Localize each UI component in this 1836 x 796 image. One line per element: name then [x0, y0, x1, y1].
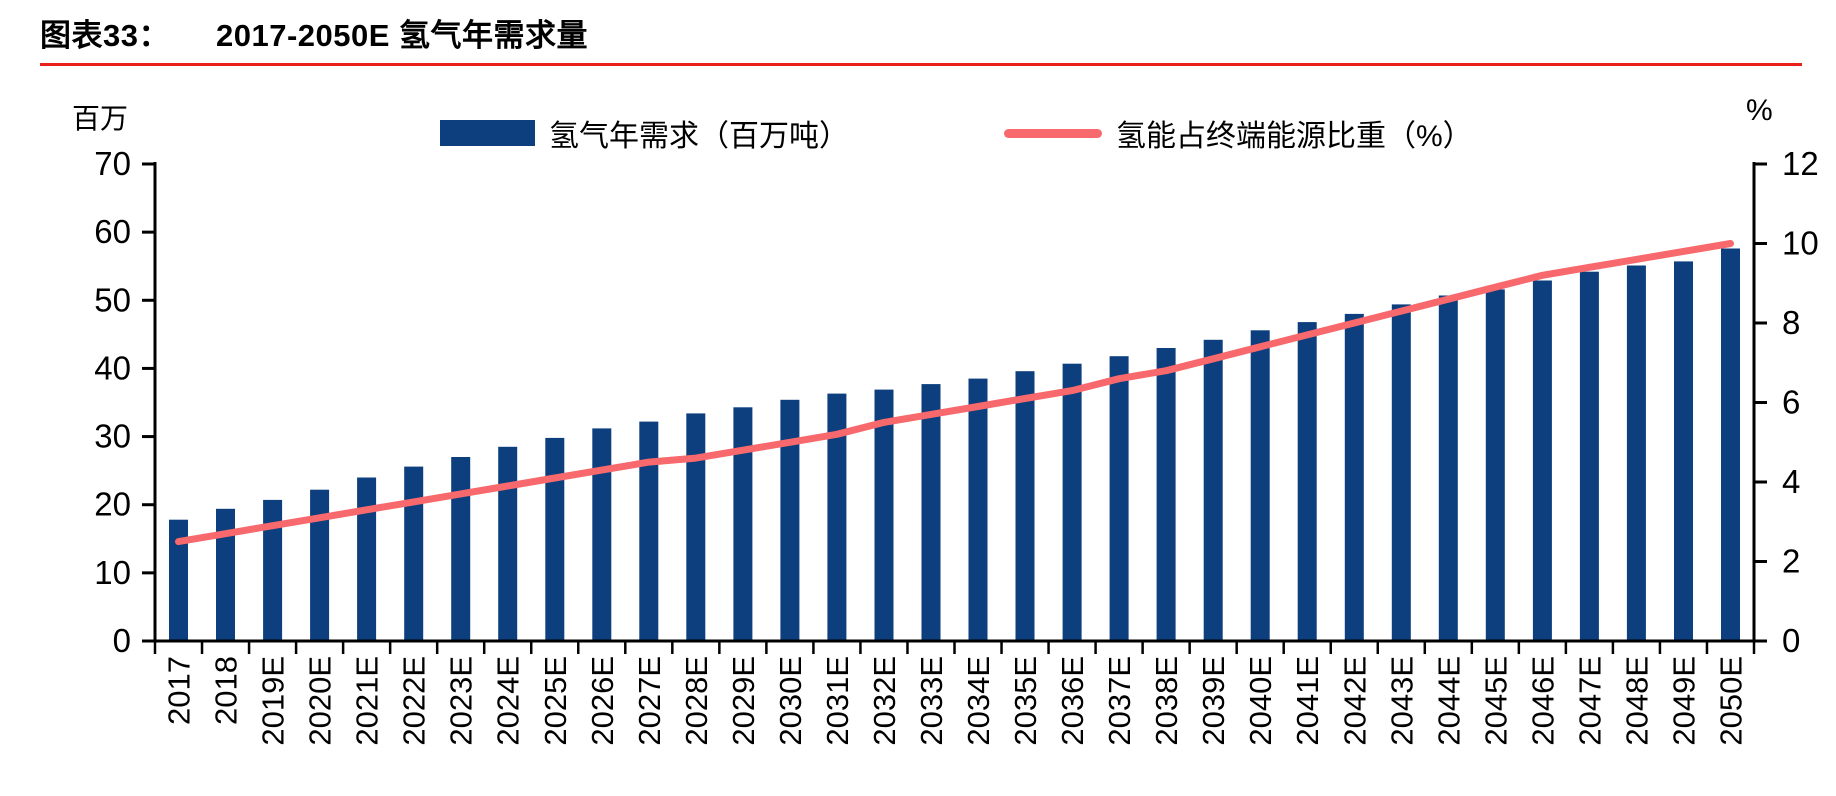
bar-2027E [639, 421, 659, 641]
left-axis-tick-label: 20 [94, 486, 131, 523]
bar-2050E [1721, 248, 1740, 641]
x-axis-label-2041E: 2041E [1290, 656, 1325, 746]
x-axis-label-2034E: 2034E [961, 656, 996, 746]
x-axis-label-2048E: 2048E [1619, 656, 1654, 746]
x-axis-label-2017: 2017 [162, 656, 197, 725]
bar-2019E [263, 499, 283, 641]
left-axis-tick-label: 50 [94, 281, 131, 318]
line-series-swatch [1004, 128, 1102, 138]
x-axis-label-2022E: 2022E [397, 656, 432, 746]
line-series-path [175, 240, 1734, 546]
bar-2035E [1015, 371, 1035, 641]
x-axis-label-2018: 2018 [209, 656, 244, 725]
x-axis-label-2043E: 2043E [1384, 656, 1419, 746]
bar-2048E [1626, 265, 1646, 641]
bar-2041E [1297, 322, 1317, 641]
bar-2047E [1579, 271, 1599, 641]
right-axis-tick-label: 2 [1782, 543, 1800, 580]
x-axis-label-2036E: 2036E [1055, 656, 1090, 746]
legend-item-bar-series: 氢气年需求（百万吨） [440, 116, 849, 153]
x-axis-label-2044E: 2044E [1431, 656, 1466, 746]
x-axis-label-2025E: 2025E [538, 656, 573, 746]
x-axis-label-2047E: 2047E [1572, 656, 1607, 746]
left-axis-tick-label: 40 [94, 349, 131, 386]
bar-2042E [1344, 313, 1364, 641]
bar-2029E [733, 407, 753, 641]
bar-2046E [1532, 280, 1552, 641]
x-axis-label-2050E: 2050E [1714, 656, 1749, 746]
bar-2038E [1156, 348, 1176, 641]
x-axis-label-2042E: 2042E [1337, 656, 1372, 746]
bar-series-swatch [440, 120, 535, 146]
bar-2022E [404, 466, 424, 641]
left-axis-tick-label: 60 [94, 213, 131, 250]
x-axis-label-2039E: 2039E [1196, 656, 1231, 746]
bar-2045E [1485, 289, 1505, 641]
right-axis-tick-label: 0 [1782, 622, 1800, 659]
x-axis-label-2037E: 2037E [1102, 656, 1137, 746]
x-axis-label-2020E: 2020E [303, 656, 338, 746]
right-axis-tick-label: 6 [1782, 384, 1800, 421]
bar-2020E [310, 489, 330, 641]
right-axis-unit-label: % [1746, 94, 1773, 127]
x-axis-label-2046E: 2046E [1525, 656, 1560, 746]
bar-2039E [1203, 339, 1223, 641]
x-axis-label-2021E: 2021E [350, 656, 385, 746]
bar-2026E [592, 428, 612, 641]
x-axis-label-2030E: 2030E [773, 656, 808, 746]
bar-2037E [1109, 356, 1129, 641]
x-axis-label-2031E: 2031E [820, 656, 855, 746]
bar-series-label: 氢气年需求（百万吨） [549, 120, 849, 153]
bar-2040E [1250, 330, 1270, 641]
figure-number: 图表33： [40, 18, 170, 53]
bar-2018 [216, 508, 235, 641]
bar-2021E [357, 477, 377, 641]
left-axis-tick-label: 0 [113, 622, 131, 659]
x-axis-label-2035E: 2035E [1008, 656, 1043, 746]
x-axis-label-2026E: 2026E [585, 656, 620, 746]
bar-2043E [1391, 304, 1411, 641]
title-rule [40, 63, 1802, 66]
right-axis-tick-label: 12 [1782, 145, 1819, 182]
bar-2036E [1062, 363, 1082, 641]
x-axis-label-2045E: 2045E [1478, 656, 1513, 746]
bar-2031E [827, 393, 847, 641]
x-axis-label-2024E: 2024E [491, 656, 526, 746]
left-axis-tick-label: 10 [94, 554, 131, 591]
left-axis-unit-label: 百万 [72, 103, 129, 134]
bar-2028E [686, 413, 706, 641]
bar-2023E [451, 457, 471, 641]
bar-2025E [545, 437, 565, 641]
x-axis-label-2032E: 2032E [867, 656, 902, 746]
right-axis-tick-label: 4 [1782, 463, 1800, 500]
bar-2049E [1674, 261, 1693, 641]
bar-2034E [968, 378, 988, 641]
x-axis-label-2049E: 2049E [1667, 656, 1702, 746]
x-axis-label-2033E: 2033E [914, 656, 949, 746]
right-axis-tick-label: 8 [1782, 304, 1800, 341]
bar-2030E [780, 399, 800, 641]
x-axis-label-2023E: 2023E [444, 656, 479, 746]
x-axis-label-2027E: 2027E [632, 656, 667, 746]
left-axis-tick-label: 30 [94, 418, 131, 455]
left-axis-tick-label: 70 [94, 145, 131, 182]
figure-title: 2017-2050E 氢气年需求量 [215, 18, 589, 53]
x-axis-label-2040E: 2040E [1243, 656, 1278, 746]
bar-2032E [874, 389, 894, 641]
bar-2024E [498, 446, 518, 641]
x-axis-label-2019E: 2019E [256, 656, 291, 746]
legend-item-line-series: 氢能占终端能源比重（%） [1004, 116, 1473, 153]
bar-2017 [169, 519, 188, 641]
right-axis-tick-label: 10 [1782, 225, 1819, 262]
line-series-label: 氢能占终端能源比重（%） [1116, 120, 1473, 153]
figure-header: 图表33： 2017-2050E 氢气年需求量 [40, 10, 588, 55]
x-axis-label-2028E: 2028E [679, 656, 714, 746]
bar-2044E [1438, 295, 1458, 641]
bar-2033E [921, 384, 941, 641]
x-axis-label-2038E: 2038E [1149, 656, 1184, 746]
x-axis-label-2029E: 2029E [726, 656, 761, 746]
